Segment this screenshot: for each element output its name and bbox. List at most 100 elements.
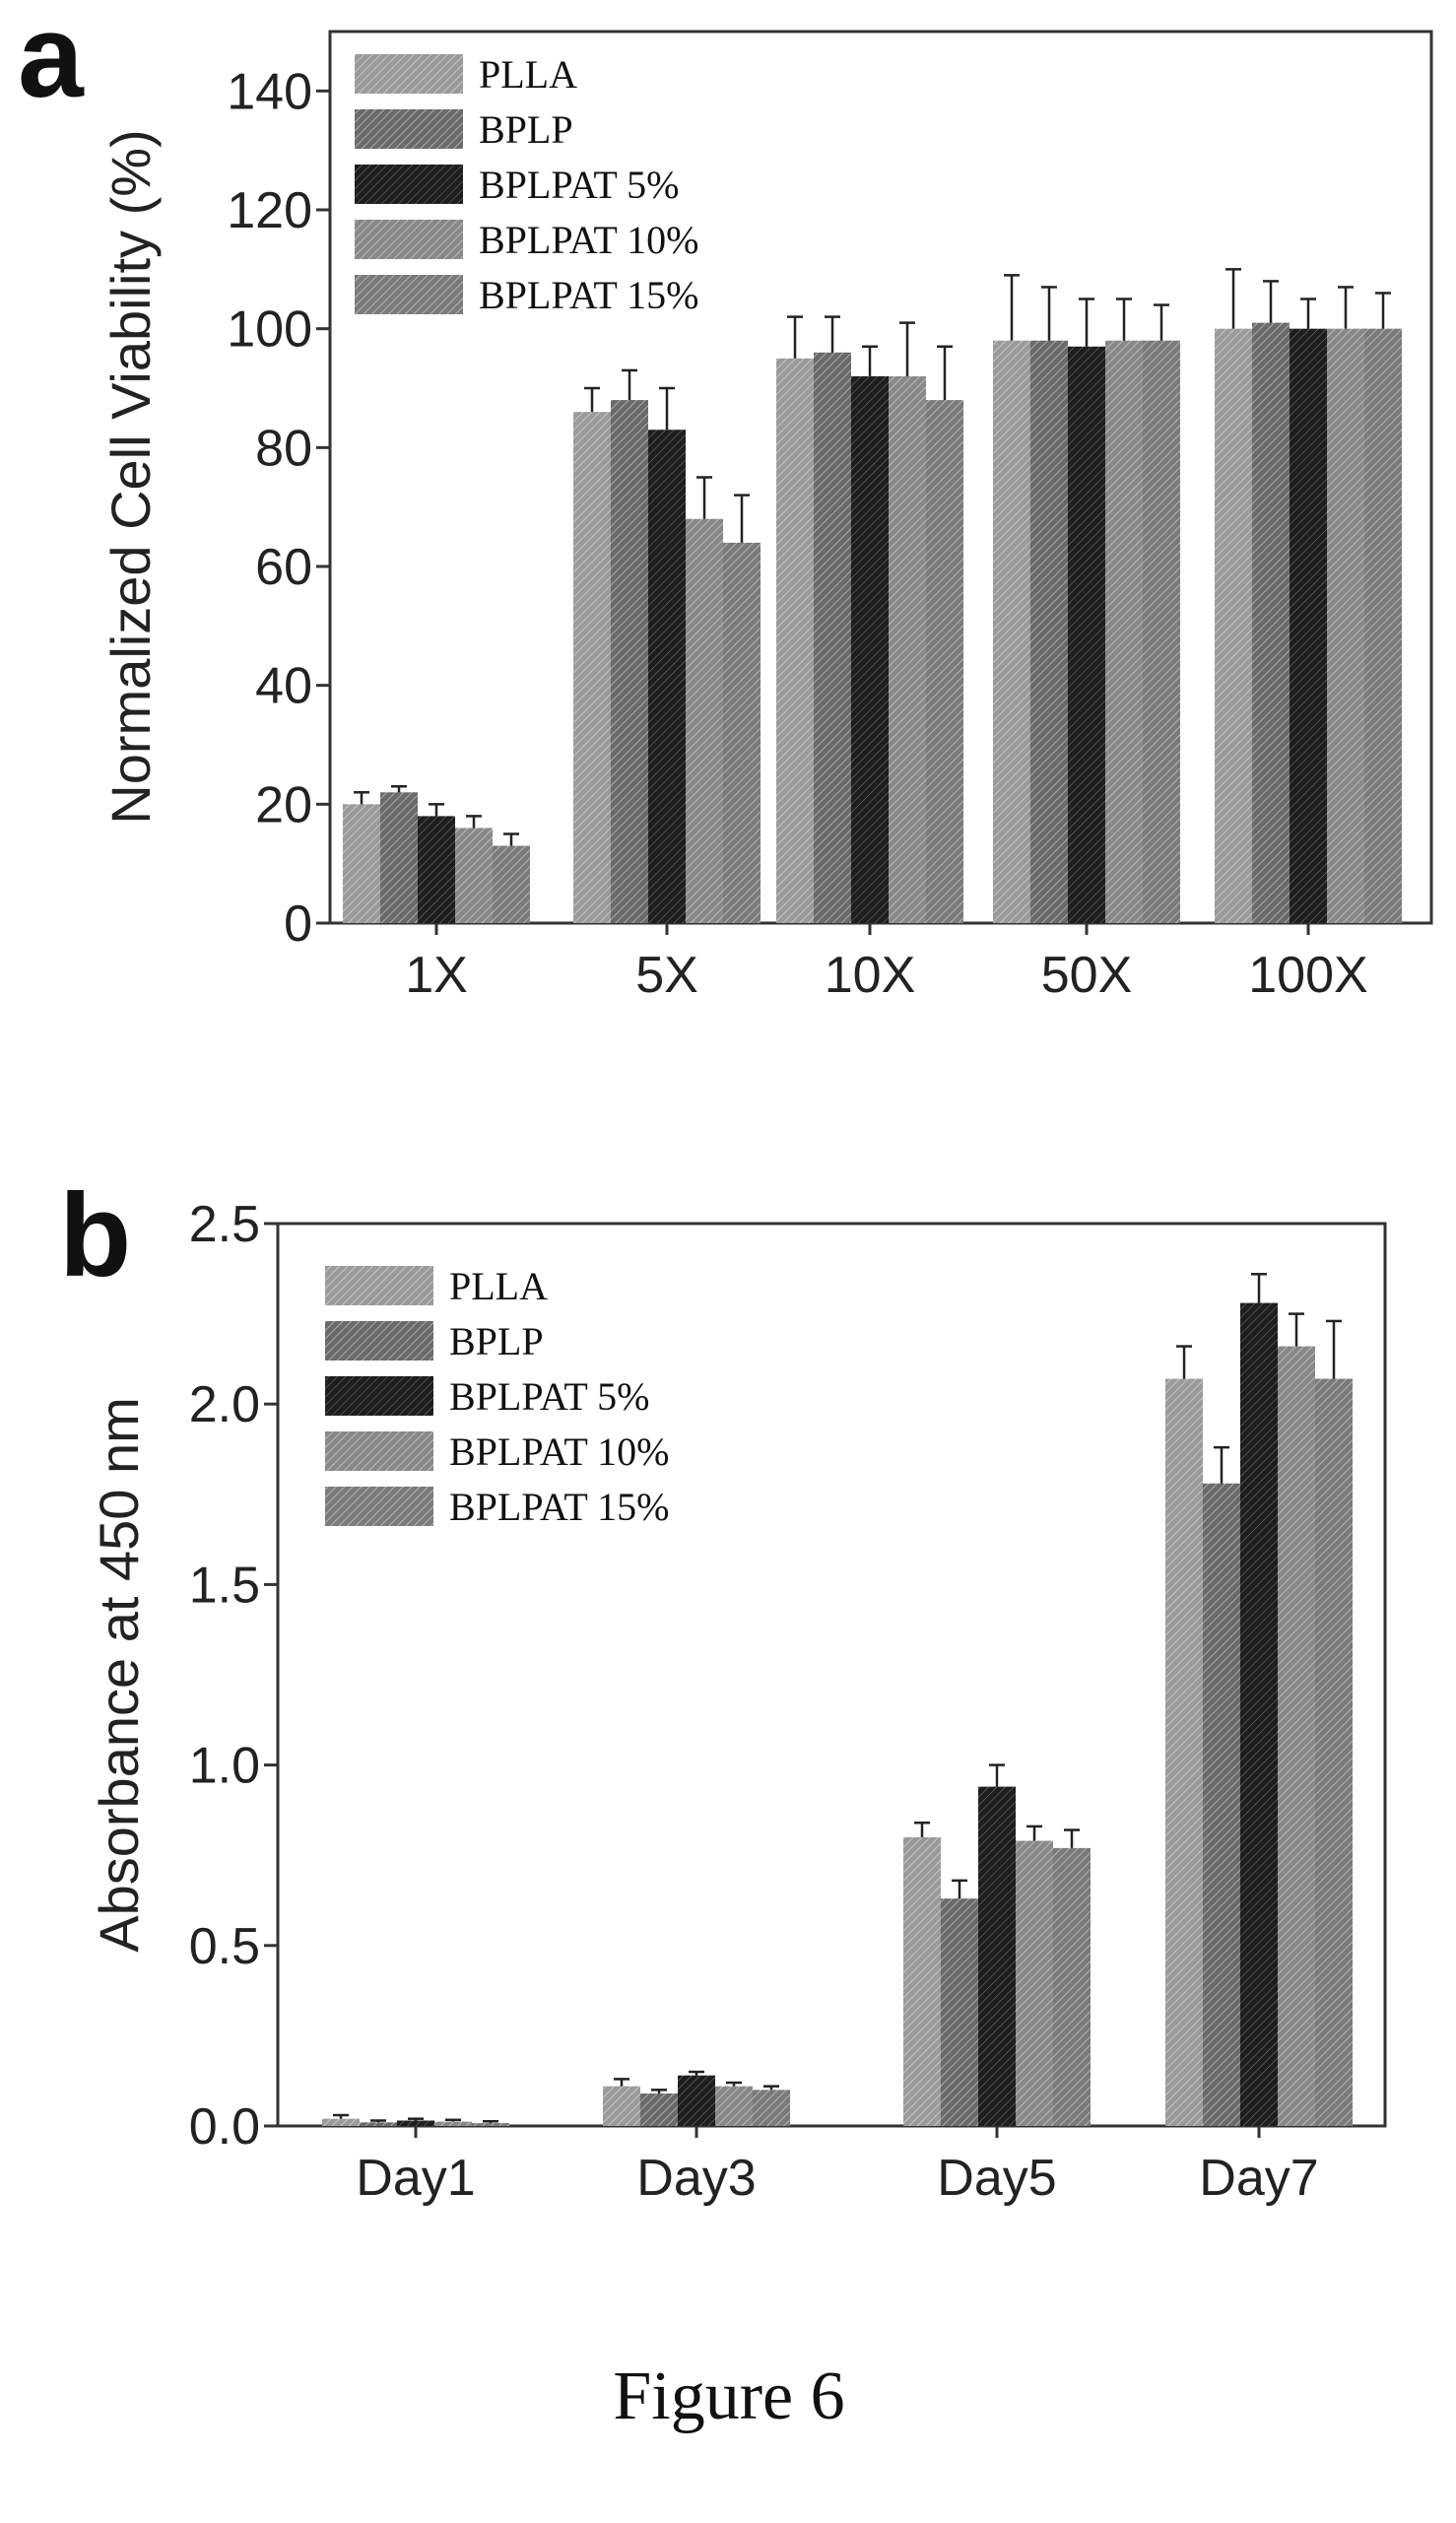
bar-bplpat-10-100x [1327,328,1364,924]
error-bar-bplpat-10-day7 [1289,1312,1304,1347]
error-bar-bplpat-5-5x [659,386,675,431]
error-bar-bplpat-15-day1 [483,2119,498,2124]
panel-letter-b: b [59,1169,131,1301]
bar-bplpat-10-5x [686,518,723,923]
bar-bplpat-15-1x [493,845,530,923]
bar-bplpat-15-5x [723,542,761,923]
error-bar-bplpat-10-5x [696,476,712,519]
x-tick-label-day1: Day1 [356,2150,475,2207]
y-axis-label-b: Absorbance at 450 nm [88,1397,150,1952]
y-axis-label-a: Normalized Cell Viability (%) [99,129,162,824]
y-tick-label-a: 80 [255,420,312,477]
bars-a [343,268,1402,924]
bar-bplpat-10-1x [455,828,493,923]
error-bar-bplpat-10-10x [899,321,915,376]
plot-frame-b [276,1222,1387,2128]
error-bar-bplpat-5-100x [1300,298,1316,329]
legend-swatch-bplp [325,1321,433,1361]
x-tick-label-1x: 1X [405,947,468,1004]
bar-bplp-5x [611,400,648,924]
error-bar-bplpat-10-50x [1116,298,1132,341]
bar-bplpat-5-50x [1068,346,1105,923]
bar-bplpat-15-day7 [1315,1378,1353,2126]
error-bar-bplpat-10-day3 [726,2081,742,2087]
bar-bplpat-10-day3 [715,2086,753,2126]
bar-plla-100x [1215,328,1252,924]
x-ticks-a: 1X 5X 10X 50X 100X [405,923,1368,1004]
y-tick-label-a: 60 [255,539,312,596]
error-bar-plla-50x [1004,274,1020,341]
bar-bplpat-15-day1 [472,2123,509,2126]
y-tick-label-b: 1.0 [189,1738,260,1795]
bar-bplpat-10-day1 [434,2121,472,2126]
error-bar-bplp-day3 [651,2089,667,2094]
y-tick-label-a: 100 [227,301,312,359]
y-tick-label-b: 0.0 [189,2098,260,2156]
bar-bplpat-15-10x [926,400,963,924]
bar-bplpat-5-100x [1290,328,1327,924]
panel-b: b Absorbance at 450 nm 0.0 0.5 1.0 1.5 2.0 2.… [59,1169,1387,2207]
x-ticks-b: Day1 Day3 Day5 Day7 [356,2126,1319,2207]
error-bar-plla-day3 [614,2078,629,2087]
figure-caption: Figure 6 [613,2358,844,2434]
error-bar-plla-100x [1225,268,1241,329]
error-bar-bplp-1x [391,784,407,793]
x-tick-label-day7: Day7 [1199,2150,1318,2207]
bar-plla-50x [993,340,1030,923]
x-tick-label-10x: 10X [825,947,916,1004]
x-tick-label-day5: Day5 [937,2150,1056,2207]
legend-swatch-bplpat-10 [355,220,463,259]
error-bar-bplp-10x [825,315,840,353]
legend-label-bplpat-15: BPLPAT 15% [449,1485,669,1529]
bar-plla-day3 [603,2086,640,2126]
y-tick-label-a: 140 [227,63,312,120]
bar-bplp-10x [814,352,851,923]
legend-label-bplp: BPLP [449,1319,544,1363]
error-bar-bplp-day5 [952,1879,967,1899]
y-ticks-b: 0.0 0.5 1.0 1.5 2.0 2.5 [189,1196,278,2156]
panel-letter-a: a [18,0,85,122]
error-bar-bplpat-15-1x [503,832,519,846]
bar-bplpat-15-100x [1364,328,1402,924]
bar-bplpat-5-5x [648,430,686,923]
y-tick-label-a: 20 [255,776,312,833]
legend-label-bplp: BPLP [479,107,573,152]
bar-bplpat-15-day5 [1053,1847,1091,2126]
legend-swatch-plla [325,1266,433,1305]
error-bar-bplpat-10-100x [1338,286,1354,329]
error-bar-bplp-100x [1263,280,1279,323]
y-tick-label-b: 2.5 [189,1196,260,1253]
legend-swatch-bplpat-15 [355,275,463,314]
legend-label-bplpat-5: BPLPAT 5% [449,1374,649,1419]
error-bar-bplpat-10-1x [466,815,482,829]
legend-b: PLLA BPLP BPLPAT 5% BPLPAT 10% BPLPAT 15% [325,1264,669,1529]
bar-bplpat-5-1x [418,816,455,923]
bar-bplpat-5-day3 [678,2075,715,2126]
error-bar-bplpat-5-1x [429,803,444,817]
y-tick-label-b: 2.0 [189,1376,260,1433]
bar-bplp-day1 [360,2122,397,2126]
error-bar-plla-10x [787,315,803,359]
error-bar-bplpat-15-day5 [1064,1828,1080,1848]
bar-plla-day5 [903,1836,941,2126]
y-tick-label-b: 0.5 [189,1918,260,1975]
error-bar-bplpat-15-10x [937,345,953,401]
bar-bplp-day7 [1203,1483,1240,2126]
error-bar-bplpat-5-day5 [989,1763,1005,1787]
bar-bplp-50x [1030,340,1068,923]
bar-bplpat-5-day1 [397,2120,434,2126]
legend-label-plla: PLLA [479,52,577,97]
x-tick-label-day3: Day3 [636,2150,756,2207]
legend-swatch-bplpat-10 [325,1431,433,1471]
error-bar-bplpat-5-day3 [689,2070,704,2076]
bar-plla-1x [343,804,380,923]
bar-plla-10x [776,358,814,923]
y-tick-label-a: 0 [284,896,312,953]
legend-swatch-bplpat-5 [355,165,463,204]
error-bar-plla-5x [584,386,600,413]
bars-b [322,1273,1353,2126]
x-tick-label-100x: 100X [1248,947,1367,1004]
error-bar-bplp-day1 [370,2119,386,2123]
bar-bplpat-10-day7 [1278,1346,1315,2126]
bar-bplpat-5-day7 [1240,1302,1278,2126]
